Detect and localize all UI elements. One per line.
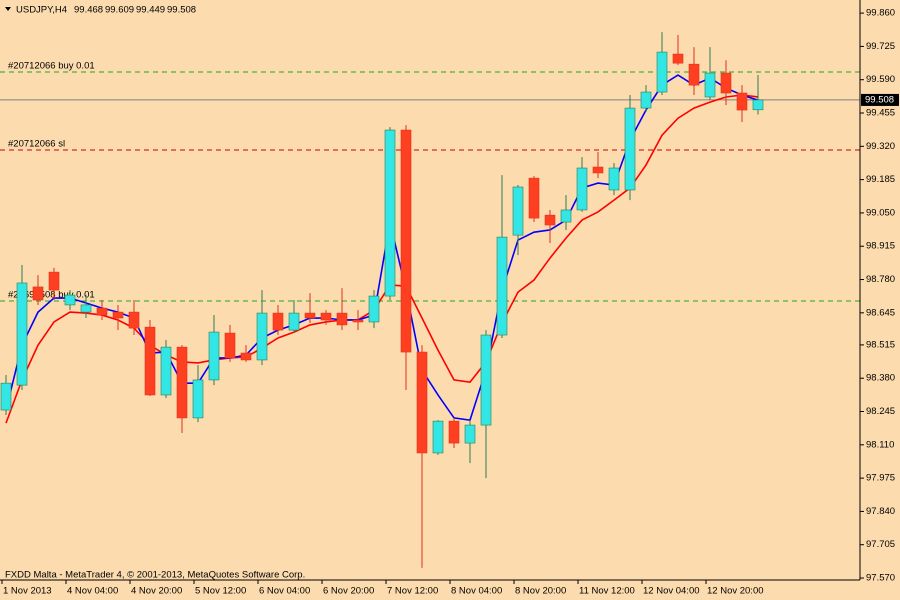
candle-body <box>288 312 300 331</box>
candle-body <box>704 72 716 98</box>
candle-body <box>608 167 620 191</box>
candle-body <box>368 295 380 323</box>
header-close: 99.508 <box>167 5 196 16</box>
x-tick-label: 7 Nov 12:00 <box>387 586 438 597</box>
x-tick-label: 6 Nov 20:00 <box>323 586 374 597</box>
bid-label: 99.508 <box>865 94 894 105</box>
candle-body <box>512 186 524 236</box>
order-label: #20693508 buy 0.01 <box>8 290 95 301</box>
candle-body <box>560 209 572 223</box>
y-tick-label: 98.380 <box>866 373 895 384</box>
header-open: 99.468 <box>74 5 103 16</box>
y-tick-label: 98.645 <box>866 307 895 318</box>
candle-body <box>0 382 12 411</box>
candle-body <box>96 307 108 316</box>
y-tick-label: 98.110 <box>866 439 894 450</box>
candle-body <box>624 107 636 191</box>
candle-body <box>640 91 652 109</box>
x-tick-label: 11 Nov 12:00 <box>579 586 635 597</box>
candle-body <box>464 424 476 444</box>
symbol: USDJPY,H4 <box>16 5 67 16</box>
candle-body <box>336 312 348 326</box>
x-tick-label: 1 Nov 2013 <box>3 586 52 597</box>
x-tick-label: 8 Nov 04:00 <box>451 586 502 597</box>
candle-body <box>192 379 204 419</box>
candle-body <box>528 177 540 219</box>
order-label: #20712066 sl <box>8 139 65 150</box>
x-tick-label: 12 Nov 20:00 <box>707 586 764 597</box>
candle-body <box>688 63 700 86</box>
candle-body <box>64 294 76 306</box>
candle-body <box>496 236 508 336</box>
y-tick-label: 99.185 <box>866 174 895 185</box>
candle-body <box>720 72 732 94</box>
y-tick-label: 97.975 <box>866 473 895 484</box>
footer: FXDD Malta - MetaTrader 4, © 2001-2013, … <box>5 570 305 581</box>
x-tick-label: 6 Nov 04:00 <box>259 586 310 597</box>
y-tick-label: 97.570 <box>866 573 895 584</box>
candle-body <box>176 346 188 419</box>
candle-body <box>320 312 332 321</box>
x-tick-label: 4 Nov 20:00 <box>131 586 182 597</box>
candle-body <box>240 352 252 361</box>
y-tick-label: 99.860 <box>866 8 895 19</box>
y-tick-label: 99.725 <box>866 41 895 52</box>
candle-body <box>304 312 316 319</box>
x-tick-label: 8 Nov 20:00 <box>515 586 566 597</box>
menu-triangle <box>5 7 11 11</box>
y-tick-label: 99.320 <box>866 141 895 152</box>
candle-body <box>352 319 364 323</box>
candle-body <box>32 286 44 301</box>
x-tick-label: 4 Nov 04:00 <box>67 586 118 597</box>
y-tick-label: 97.840 <box>866 506 895 517</box>
candle-body <box>544 214 556 226</box>
candle-body <box>576 167 588 211</box>
y-tick-label: 99.050 <box>866 207 895 218</box>
candle-body <box>736 92 748 111</box>
candle-body <box>144 326 156 396</box>
candle-body <box>128 311 140 329</box>
candle-body <box>80 304 92 313</box>
y-tick-label: 98.515 <box>866 339 895 350</box>
candle-body <box>656 51 668 93</box>
candle-body <box>224 332 236 359</box>
y-tick-label: 99.590 <box>866 74 895 85</box>
y-tick-label: 97.705 <box>866 539 895 550</box>
y-tick-label: 98.245 <box>866 406 895 417</box>
candle-body <box>480 334 492 426</box>
candle-body <box>432 420 444 454</box>
candle-body <box>416 351 428 454</box>
y-tick-label: 99.455 <box>866 108 895 119</box>
candle-body <box>400 129 412 353</box>
order-label: #20712066 buy 0.01 <box>8 61 95 72</box>
candle-body <box>256 312 268 361</box>
candles <box>0 32 764 568</box>
y-tick-label: 98.915 <box>866 241 895 252</box>
candle-body <box>752 99 764 111</box>
header-low: 99.449 <box>136 5 165 16</box>
candle-body <box>672 53 684 64</box>
candle-body <box>160 346 172 396</box>
candle-body <box>48 271 60 291</box>
x-tick-label: 5 Nov 12:00 <box>195 586 246 597</box>
bid-label-box <box>861 93 899 106</box>
y-tick-label: 98.780 <box>866 274 895 285</box>
candle-body <box>16 282 28 386</box>
x-tick-label: 12 Nov 04:00 <box>643 586 700 597</box>
candle-body <box>448 420 460 444</box>
candle-body <box>272 312 284 331</box>
candle-body <box>112 311 124 319</box>
candle-body <box>208 331 220 381</box>
axes: 97.570 97.705 97.840 97.975 98.110 98.245 98.3… <box>1 8 899 597</box>
header-high: 99.609 <box>105 5 134 16</box>
candle-body <box>592 166 604 174</box>
candle-body <box>384 129 396 297</box>
